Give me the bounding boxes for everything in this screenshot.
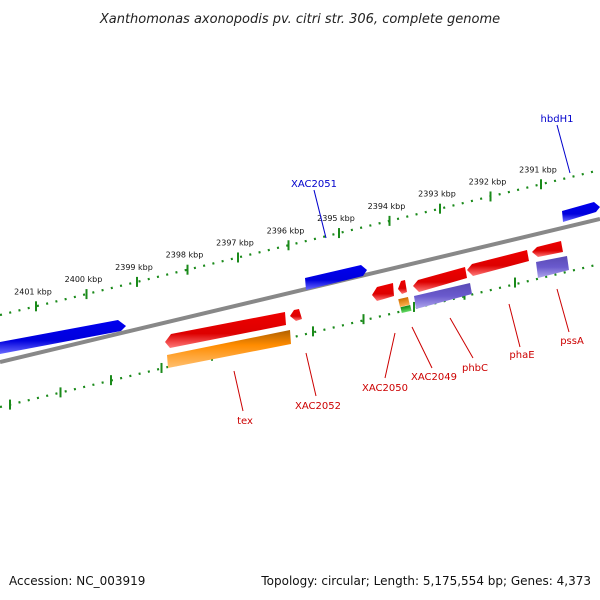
tick-label: 2398 kbp xyxy=(166,251,204,260)
feature-xac2050[interactable] xyxy=(372,283,394,301)
feature-left-forward[interactable] xyxy=(0,320,126,354)
feature-xac2051[interactable] xyxy=(305,265,367,290)
feature-tex[interactable] xyxy=(165,312,286,348)
feature-xac2052[interactable] xyxy=(290,309,302,321)
genome-info-text: Topology: circular; Length: 5,175,554 bp… xyxy=(261,574,591,588)
map-title: Xanthomonas axonopodis pv. citri str. 30… xyxy=(99,12,500,27)
feature-phbC[interactable] xyxy=(413,267,467,292)
tick-label: 2393 kbp xyxy=(418,190,456,199)
genome-backbone xyxy=(0,217,600,364)
tick-label: 2397 kbp xyxy=(216,238,254,247)
feature-xac2049-trna[interactable] xyxy=(400,304,412,314)
tick-label: 2399 kbp xyxy=(115,263,153,272)
feature-pssA-other[interactable] xyxy=(536,256,569,278)
tick-label: 2391 kbp xyxy=(519,165,557,174)
tick-label: 2392 kbp xyxy=(469,177,507,186)
label-phbC[interactable]: phbC xyxy=(462,363,488,374)
feature-phbC-other[interactable] xyxy=(414,283,472,309)
feature-xac2049-rna[interactable] xyxy=(398,296,410,308)
feature-hbdH1[interactable] xyxy=(562,202,600,222)
label-hbdH1[interactable]: hbdH1 xyxy=(541,114,574,125)
accession-text: Accession: NC_003919 xyxy=(9,574,146,588)
label-tex[interactable]: tex xyxy=(237,416,253,427)
label-xac2052[interactable]: XAC2052 xyxy=(295,401,341,412)
feature-xac2049-a[interactable] xyxy=(398,280,407,294)
tick-label: 2401 kbp xyxy=(14,287,52,296)
label-xac2049[interactable]: XAC2049 xyxy=(411,372,457,383)
major-ticks-upper xyxy=(35,179,542,312)
tick-label: 2395 kbp xyxy=(317,214,355,223)
label-xac2050[interactable]: XAC2050 xyxy=(362,383,408,394)
label-phaE[interactable]: phaE xyxy=(509,350,534,361)
feature-pssA[interactable] xyxy=(532,241,563,257)
label-pssA[interactable]: pssA xyxy=(560,336,584,347)
label-xac2051[interactable]: XAC2051 xyxy=(291,179,337,190)
upper-tick-ring: 2391 kbp 2392 kbp 2393 kbp 2394 kbp 2395 kbp… xyxy=(0,165,600,317)
tick-label: 2396 kbp xyxy=(267,226,305,235)
tick-label: 2400 kbp xyxy=(65,275,103,284)
feature-tex-rna[interactable] xyxy=(167,330,291,368)
label-connectors xyxy=(233,124,571,412)
tick-label: 2394 kbp xyxy=(368,202,406,211)
feature-phaE[interactable] xyxy=(467,250,529,276)
tick-labels-upper: 2391 kbp 2392 kbp 2393 kbp 2394 kbp 2395 kbp… xyxy=(14,165,557,296)
